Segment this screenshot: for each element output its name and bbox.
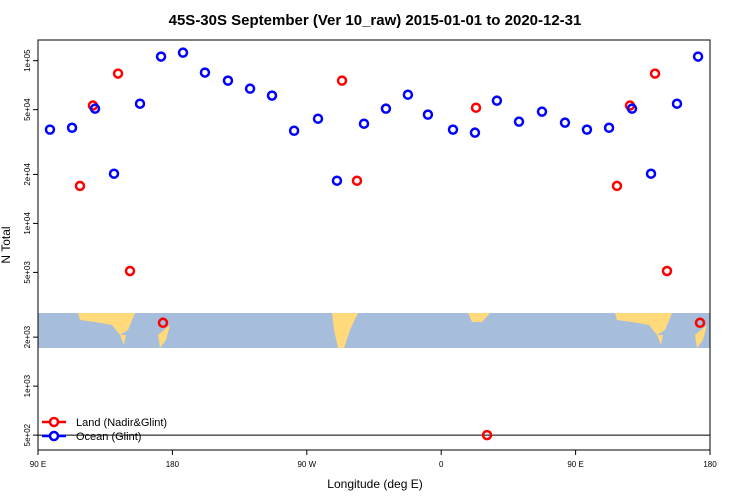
point: [358, 118, 370, 129]
point: [222, 75, 234, 86]
point: [331, 175, 343, 186]
point: [603, 122, 615, 134]
x-tick-label: 180: [703, 460, 717, 469]
point: [645, 168, 657, 179]
point: [581, 124, 593, 135]
plot-frame: [37, 39, 711, 451]
point: [89, 103, 101, 114]
x-tick-label: 90 E: [567, 460, 583, 469]
point: [44, 124, 56, 135]
legend-marker: [48, 416, 60, 428]
y-tick-label: 5e+04: [23, 98, 32, 121]
y-tick-label: 2e+04: [23, 163, 32, 186]
map-band: [38, 313, 710, 348]
point: [266, 90, 278, 101]
point: [422, 109, 434, 120]
point: [470, 102, 482, 113]
y-tick-label: 1e+03: [23, 374, 32, 397]
point: [108, 168, 120, 179]
point: [513, 116, 525, 127]
point: [351, 175, 363, 186]
point: [112, 68, 124, 79]
point: [155, 51, 167, 62]
legend-label: Land (Nadir&Glint): [76, 417, 167, 429]
point: [626, 103, 638, 114]
x-tick-label: 0: [439, 460, 444, 469]
y-tick-label: 5e+03: [23, 261, 32, 284]
point: [199, 67, 211, 78]
point: [559, 117, 571, 128]
point: [649, 68, 661, 79]
point: [536, 106, 548, 117]
y-tick-label: 2e+03: [23, 325, 32, 348]
point: [288, 125, 300, 137]
point: [447, 124, 459, 135]
y-tick-label: 1e+04: [23, 212, 32, 235]
point: [157, 317, 169, 329]
point: [481, 429, 493, 441]
point: [671, 98, 683, 109]
point: [661, 265, 673, 277]
y-axis-label: N Total: [0, 226, 13, 263]
y-tick-label: 5e+02: [23, 423, 32, 446]
point: [74, 180, 86, 192]
x-tick-label: 90 E: [30, 460, 46, 469]
point: [66, 122, 78, 134]
point: [469, 127, 481, 138]
point: [402, 89, 414, 100]
point: [134, 98, 146, 109]
x-tick-label: 90 W: [297, 460, 316, 469]
point: [692, 51, 704, 62]
x-axis-label: Longitude (deg E): [327, 477, 422, 491]
point: [124, 265, 136, 277]
point: [244, 83, 256, 94]
point: [177, 47, 189, 58]
x-tick-label: 180: [166, 460, 180, 469]
point: [336, 75, 348, 86]
point: [491, 95, 503, 106]
legend-label: Ocean (Glint): [76, 431, 141, 443]
y-tick-label: 1e+05: [23, 49, 32, 72]
point: [694, 317, 706, 329]
point: [380, 103, 392, 114]
point: [611, 180, 623, 192]
chart-title: 45S-30S September (Ver 10_raw) 2015-01-0…: [169, 12, 582, 29]
point: [312, 113, 324, 124]
legend-marker: [48, 430, 60, 442]
